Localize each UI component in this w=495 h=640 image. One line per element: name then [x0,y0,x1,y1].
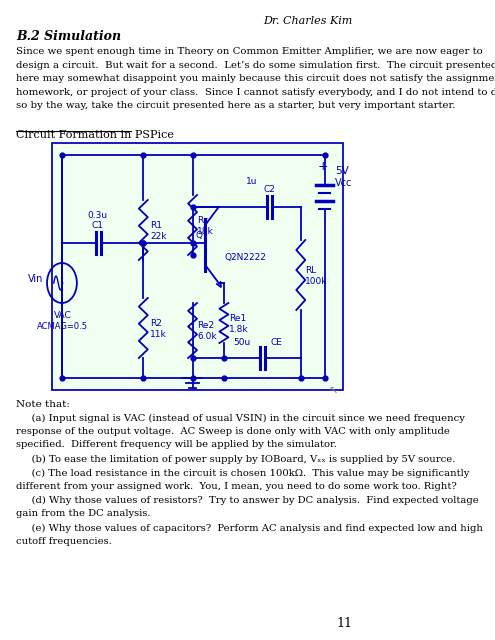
Text: +: + [318,160,329,173]
Text: 11: 11 [336,617,352,630]
Text: Re2: Re2 [197,321,214,330]
Text: Circuit Formation in PSPice: Circuit Formation in PSPice [16,130,174,140]
Text: Since we spent enough time in Theory on Common Emitter Amplifier, we are now eag: Since we spent enough time in Theory on … [16,47,483,56]
Text: different from your assigned work.  You, I mean, you need to do some work too. R: different from your assigned work. You, … [16,482,457,491]
Text: homework, or project of your class.  Since I cannot satisfy everybody, and I do : homework, or project of your class. Sinc… [16,88,495,97]
Text: Dr. Charles Kim: Dr. Charles Kim [263,16,352,26]
Text: 1.8k: 1.8k [229,324,249,333]
Text: Q: Q [195,230,202,239]
Text: C2: C2 [263,185,275,194]
Text: 6.0k: 6.0k [197,332,217,341]
Text: design a circuit.  But wait for a second.  Let’s do some simulation first.  The : design a circuit. But wait for a second.… [16,61,495,70]
Text: Rc: Rc [197,216,208,225]
Text: 1u: 1u [247,177,258,186]
Text: B.2 Simulation: B.2 Simulation [16,30,122,43]
Text: 22k: 22k [150,232,166,241]
Text: 50u: 50u [234,338,251,347]
Text: (c) The load resistance in the circuit is chosen 100kΩ.  This value may be signi: (c) The load resistance in the circuit i… [16,468,470,478]
Text: Q2N2222: Q2N2222 [225,253,266,262]
Text: R2: R2 [150,319,162,328]
Text: 100k: 100k [305,276,328,285]
Text: response of the output voltage.  AC Sweep is done only with VAC with only amplit: response of the output voltage. AC Sweep… [16,428,450,436]
Text: specified.  Different frequency will be applied by the simulator.: specified. Different frequency will be a… [16,440,337,449]
Text: (a) Input signal is VAC (instead of usual VSIN) in the circuit since we need fre: (a) Input signal is VAC (instead of usua… [16,414,465,423]
Text: Re1: Re1 [229,314,247,323]
Text: so by the way, take the circuit presented here as a starter, but very important : so by the way, take the circuit presente… [16,101,456,110]
Text: Vcc: Vcc [335,178,352,188]
Text: 5V: 5V [335,166,349,176]
Text: Note that:: Note that: [16,400,70,409]
Text: (b) To ease the limitation of power supply by IOBoard, Vₓₓ is supplied by 5V sou: (b) To ease the limitation of power supp… [16,454,456,464]
Bar [52,143,344,390]
Text: R1: R1 [150,221,162,230]
Text: 18k: 18k [197,227,214,236]
Text: here may somewhat disappoint you mainly because this circuit does not satisfy th: here may somewhat disappoint you mainly … [16,74,495,83]
Text: cutoff frequencies.: cutoff frequencies. [16,537,112,546]
Text: 0.3u: 0.3u [88,211,108,220]
Text: C1: C1 [92,221,104,230]
Text: ↖: ↖ [329,387,338,397]
Text: Vin: Vin [28,274,43,284]
Bar [52,143,344,390]
Text: CE: CE [270,338,282,347]
Text: (e) Why those values of capacitors?  Perform AC analysis and find expected low a: (e) Why those values of capacitors? Perf… [16,524,483,532]
Text: ACMAG=0.5: ACMAG=0.5 [37,322,88,331]
Text: VAC: VAC [54,311,72,320]
Text: (d) Why those values of resistors?  Try to answer by DC analysis.  Find expected: (d) Why those values of resistors? Try t… [16,496,479,506]
Text: gain from the DC analysis.: gain from the DC analysis. [16,509,151,518]
Text: 11k: 11k [150,330,167,339]
Text: RL: RL [305,266,316,275]
